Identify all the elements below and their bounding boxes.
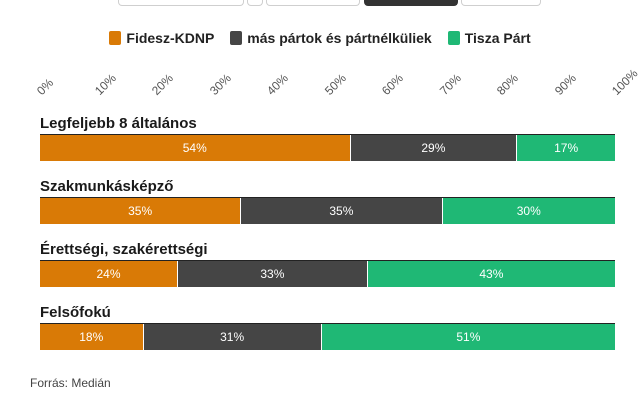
- legend-item[interactable]: Tisza Párt: [447, 30, 531, 46]
- bar-segment[interactable]: 24%: [40, 261, 178, 287]
- x-tick-label: 20%: [149, 71, 176, 98]
- bar-segment[interactable]: 33%: [178, 261, 368, 287]
- x-tick-label: 100%: [609, 66, 640, 98]
- x-tick-label: 30%: [206, 71, 234, 98]
- source-note: Forrás: Medián: [30, 376, 111, 390]
- x-tick-label: 80%: [494, 71, 521, 98]
- legend-item[interactable]: Fidesz-KDNP: [109, 30, 214, 46]
- bar-segment[interactable]: 17%: [517, 135, 615, 161]
- category-label: Legfeljebb 8 általános: [40, 115, 197, 132]
- x-tick-label: 40%: [264, 71, 291, 98]
- x-tick-label: 50%: [321, 71, 349, 98]
- tab-2[interactable]: [247, 0, 263, 6]
- tab-3[interactable]: [266, 0, 360, 6]
- category-label: Felsőfokú: [40, 304, 111, 321]
- x-tick-label: 90%: [551, 71, 579, 98]
- data-label: 43%: [479, 267, 504, 281]
- legend-item[interactable]: más pártok és pártnélküliek: [230, 30, 432, 46]
- tab-4-active[interactable]: [364, 0, 458, 6]
- tab-1[interactable]: [118, 0, 244, 6]
- tab-5[interactable]: [461, 0, 541, 6]
- bar-segment[interactable]: 35%: [40, 198, 242, 224]
- data-label: 24%: [96, 267, 121, 281]
- category-divider: [40, 134, 615, 135]
- data-label: 33%: [260, 267, 285, 281]
- bar-segment[interactable]: 54%: [40, 135, 351, 161]
- x-tick-label: 10%: [91, 71, 119, 98]
- category-divider: [40, 260, 615, 261]
- stacked-bar: 24% 33% 43%: [40, 261, 615, 287]
- chart-tabs: [0, 0, 640, 7]
- legend-swatch: [447, 31, 460, 45]
- bar-segment[interactable]: 29%: [350, 135, 518, 161]
- bar-segment[interactable]: 30%: [442, 198, 615, 224]
- category-divider: [40, 323, 615, 324]
- legend: Fidesz-KDNP más pártok és pártnélküliek Ti…: [0, 30, 640, 46]
- bar-segment[interactable]: 31%: [143, 324, 322, 350]
- legend-label: más pártok és pártnélküliek: [247, 30, 432, 46]
- bar-segment[interactable]: 51%: [321, 324, 615, 350]
- data-label: 54%: [182, 141, 207, 155]
- data-label: 35%: [329, 204, 354, 218]
- bar-segment[interactable]: 43%: [367, 261, 615, 287]
- x-tick-label: 0%: [34, 75, 57, 98]
- data-label: 18%: [79, 330, 104, 344]
- stacked-bar: 35% 35% 30%: [40, 198, 615, 224]
- legend-swatch: [109, 31, 122, 45]
- category-label: Szakmunkásképző: [40, 178, 174, 195]
- data-label: 35%: [128, 204, 153, 218]
- stacked-bar: 54% 29% 17%: [40, 135, 615, 161]
- category-divider: [40, 197, 615, 198]
- category-label: Érettségi, szakérettségi: [40, 241, 208, 258]
- data-label: 51%: [456, 330, 481, 344]
- data-label: 17%: [554, 141, 579, 155]
- bar-segment[interactable]: 35%: [241, 198, 443, 224]
- legend-label: Fidesz-KDNP: [126, 30, 215, 46]
- x-tick-label: 60%: [379, 71, 406, 98]
- legend-swatch: [230, 31, 243, 45]
- x-axis-ticks: 0% 10% 20% 30% 40% 50% 60% 70% 80% 90% 100%: [0, 66, 640, 98]
- data-label: 30%: [516, 204, 541, 218]
- data-label: 31%: [220, 330, 245, 344]
- data-label: 29%: [421, 141, 446, 155]
- stacked-bar: 18% 31% 51%: [40, 324, 615, 350]
- x-tick-label: 70%: [436, 71, 464, 98]
- legend-label: Tisza Párt: [464, 30, 531, 46]
- bar-segment[interactable]: 18%: [40, 324, 144, 350]
